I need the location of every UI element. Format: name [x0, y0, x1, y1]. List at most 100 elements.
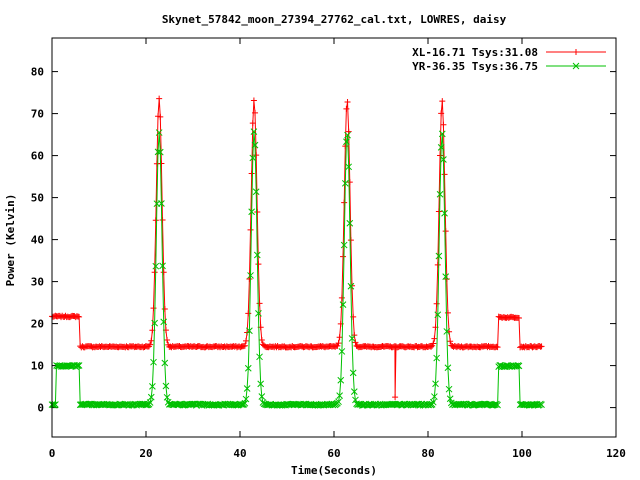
x-tick-label: 0 [49, 447, 56, 460]
data-point [447, 338, 454, 345]
data-point [346, 179, 353, 186]
y-tick-label: 20 [31, 318, 44, 331]
data-point [258, 393, 266, 400]
data-point [164, 336, 171, 343]
data-point [152, 217, 159, 224]
data-point [255, 261, 262, 268]
data-point [252, 109, 259, 116]
data-point [256, 300, 263, 307]
data-point [250, 128, 258, 135]
x-tick-label: 100 [512, 447, 532, 460]
x-axis-label: Time(Seconds) [291, 464, 377, 477]
data-point [514, 362, 522, 369]
data-point [435, 252, 443, 260]
series-layer [48, 95, 545, 409]
data-point [348, 335, 356, 342]
data-point [335, 340, 342, 347]
legend-label: YR-36.35 Tsys:36.75 [412, 60, 538, 73]
data-point [428, 343, 435, 350]
y-tick-label: 10 [31, 360, 44, 373]
data-point [350, 388, 358, 395]
data-point [160, 318, 168, 326]
data-point [442, 273, 450, 280]
data-point [435, 208, 442, 215]
data-point [248, 208, 256, 216]
series-0 [49, 95, 545, 401]
data-point [440, 156, 447, 163]
data-point [49, 401, 57, 409]
data-point [162, 382, 170, 390]
data-point [352, 339, 359, 346]
data-point [334, 342, 341, 349]
data-point [336, 334, 343, 341]
data-point [515, 315, 522, 322]
data-point [147, 393, 155, 401]
data-point [146, 399, 154, 406]
data-point [52, 401, 59, 408]
data-point [432, 380, 439, 388]
data-point [345, 163, 353, 171]
data-point [74, 362, 82, 370]
data-point [160, 269, 167, 276]
data-point [342, 143, 349, 150]
data-point [149, 383, 156, 390]
data-point [494, 401, 501, 409]
axis-ticks: 0 20 40 60 80 100 120 0 10 20 30 40 50 60 70 80 [31, 38, 626, 460]
data-point [335, 398, 342, 406]
x-tick-label: 80 [421, 447, 434, 460]
data-point [444, 364, 452, 372]
data-point [343, 105, 350, 112]
y-tick-label: 70 [31, 108, 44, 121]
data-point [154, 148, 162, 156]
data-point [163, 393, 171, 401]
data-point [538, 343, 545, 350]
data-point [434, 261, 441, 268]
data-point [338, 348, 346, 355]
data-point [392, 394, 399, 401]
data-point [257, 380, 265, 388]
data-point [152, 262, 160, 270]
data-point [245, 310, 252, 317]
x-tick-label: 120 [606, 447, 626, 460]
data-point [255, 309, 262, 317]
data-point [252, 188, 260, 196]
data-point [155, 129, 163, 136]
data-point [437, 152, 444, 159]
data-point [346, 219, 354, 227]
x-tick-label: 40 [233, 447, 246, 460]
data-point [243, 337, 250, 344]
data-point [147, 341, 154, 348]
data-point [253, 152, 260, 159]
data-point [157, 113, 164, 120]
data-point [442, 228, 449, 235]
data-point [343, 138, 350, 146]
data-point [538, 401, 545, 409]
data-point [349, 369, 357, 377]
data-point [151, 319, 159, 327]
data-point [336, 392, 343, 399]
data-point [159, 216, 166, 223]
data-point [444, 309, 451, 316]
data-point [337, 376, 345, 384]
series-line [51, 98, 542, 398]
series-line [51, 131, 542, 407]
data-point [249, 120, 256, 127]
data-point [151, 269, 158, 276]
data-point [494, 344, 501, 351]
legend-marker [573, 49, 579, 55]
data-point [244, 364, 252, 372]
x-tick-label: 60 [327, 447, 340, 460]
legend-label: XL-16.71 Tsys:31.08 [412, 46, 538, 59]
data-point [341, 179, 349, 187]
data-point [253, 251, 261, 259]
data-point [446, 395, 454, 403]
data-point [344, 99, 351, 106]
data-point [73, 362, 81, 369]
y-axis-label: Power (Kelvin) [4, 194, 17, 287]
data-point [251, 141, 259, 149]
legend-marker [572, 62, 580, 70]
data-point [445, 385, 453, 393]
data-point [247, 226, 254, 233]
chart-title: Skynet_57842_moon_27394_27762_cal.txt, L… [162, 13, 507, 26]
